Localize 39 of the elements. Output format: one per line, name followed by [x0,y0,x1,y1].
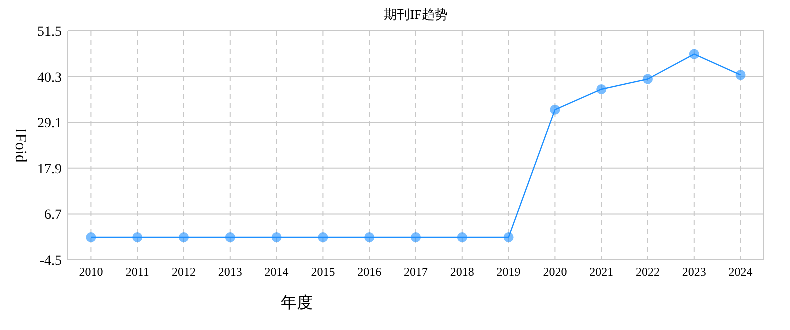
point [689,49,700,60]
point [736,70,746,80]
point [504,232,514,243]
x-tick-label: 2021 [590,265,614,279]
x-tick-label: 2014 [264,265,289,279]
x-tick-label: 2013 [218,265,242,279]
point [364,232,375,243]
y-tick-label: 29.1 [38,116,62,132]
x-axis-title: 年度 [281,294,313,312]
x-tick-label: 2019 [496,265,521,279]
x-tick-label: 2010 [79,265,104,279]
x-tick-label: 2022 [636,265,660,279]
x-tick-label: 2020 [543,265,568,279]
chart-title: 期刊IF趋势 [384,7,448,22]
y-tick-label: 6.7 [44,208,62,224]
point [550,104,560,115]
x-tick-label: 2011 [126,265,150,279]
point [132,232,143,243]
point [411,232,421,243]
x-tick-label: 2024 [728,265,753,279]
x-tick-label: 2018 [450,265,474,279]
x-tick-label: 2017 [404,265,428,279]
y-axis-title: IFoid [12,128,29,163]
x-tick-label: 2015 [311,265,336,279]
y-tick-label: 40.3 [38,70,62,86]
x-tick-label: 2016 [358,265,382,279]
x-tick-label: 2012 [172,265,196,279]
y-tick-label: -4.5 [40,254,62,269]
point [179,232,189,243]
point [86,232,96,243]
point [272,232,282,243]
point [318,232,328,243]
point [596,84,607,94]
point [643,74,653,84]
x-tick-label: 2023 [682,265,706,279]
y-tick-label: 51.5 [38,25,62,40]
point [225,232,236,243]
y-tick-label: 17.9 [38,162,62,178]
point [457,232,468,243]
